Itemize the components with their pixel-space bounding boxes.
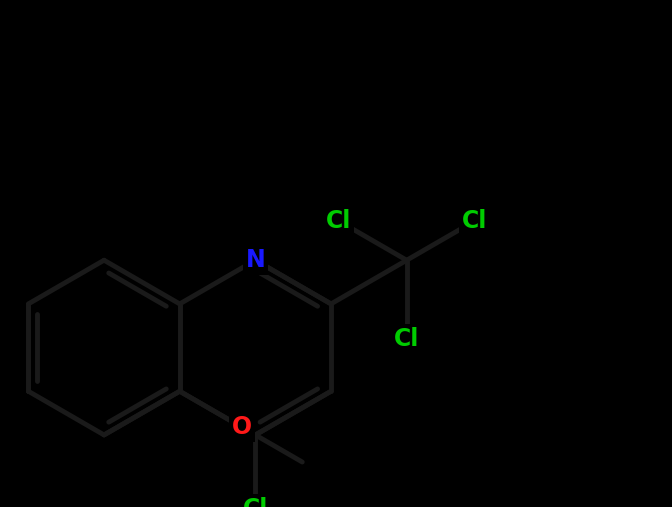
Text: Cl: Cl xyxy=(326,209,351,233)
Text: Cl: Cl xyxy=(394,327,419,351)
Text: Cl: Cl xyxy=(462,209,487,233)
Text: Cl: Cl xyxy=(243,497,268,507)
Text: O: O xyxy=(232,415,252,439)
Text: N: N xyxy=(245,248,265,272)
